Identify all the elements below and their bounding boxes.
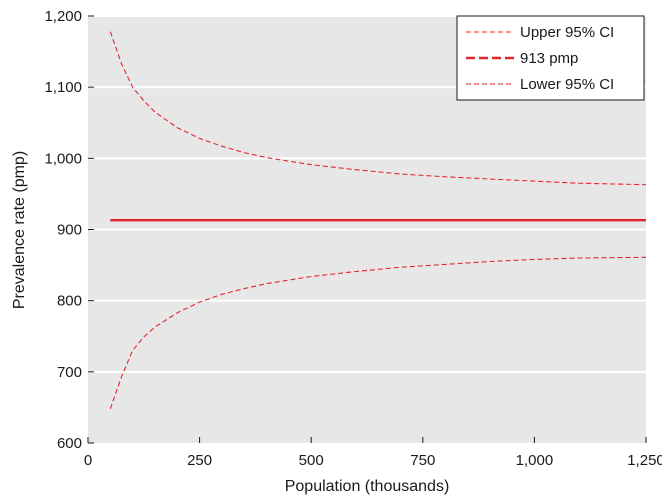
x-tick-label-3: 750 (410, 452, 435, 469)
x-tick-label-2: 500 (299, 452, 324, 469)
series-line-2 (109, 256, 647, 409)
legend-box (456, 15, 645, 101)
y-tick-label-0: 600 (57, 435, 82, 452)
y-tick-label-4: 1,000 (44, 150, 82, 167)
y-axis-ticks: 600 700 800 900 1,000 1,100 1,200 (44, 8, 94, 452)
series-layer (109, 31, 647, 409)
series-line-0 (109, 31, 647, 186)
x-axis-ticks: 0 250 500 750 1,000 1,250 (84, 437, 662, 469)
x-axis-title: Population (thousands) (285, 478, 450, 495)
y-tick-label-3: 900 (57, 222, 82, 239)
legend-label-0: Upper 95% CI (520, 24, 614, 41)
legend-label-2: Lower 95% CI (520, 76, 614, 93)
y-axis-title: Prevalence rate (pmp) (11, 151, 28, 309)
legend: Upper 95% CI 913 pmp Lower 95% CI (456, 15, 645, 101)
x-tick-label-5: 1,250 (627, 452, 662, 469)
x-tick-label-0: 0 (84, 452, 92, 469)
x-tick-label-4: 1,000 (516, 452, 554, 469)
y-tick-label-2: 800 (57, 293, 82, 310)
legend-label-1: 913 pmp (520, 50, 578, 67)
y-tick-label-6: 1,200 (44, 8, 82, 25)
x-tick-label-1: 250 (187, 452, 212, 469)
y-tick-label-1: 700 (57, 364, 82, 381)
y-tick-label-5: 1,100 (44, 79, 82, 96)
